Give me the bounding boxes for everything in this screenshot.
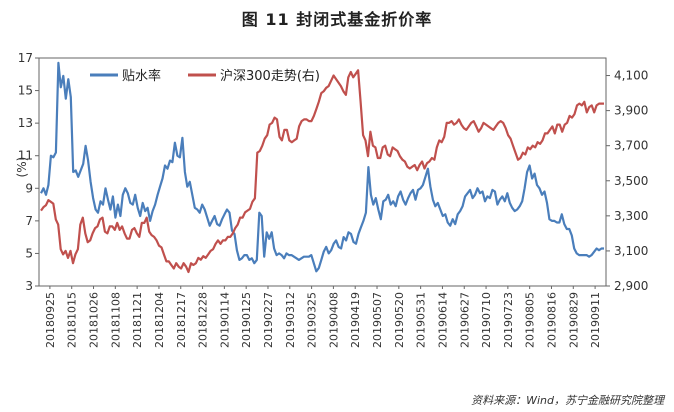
- y-axis-unit: (%): [15, 157, 29, 178]
- x-tick-label: 20190627: [458, 292, 471, 348]
- right-tick-label: 3,500: [614, 174, 648, 188]
- discount-rate-line: [40, 61, 604, 273]
- x-tick-label: 20190419: [349, 292, 362, 348]
- x-tick-label: 20190911: [589, 292, 602, 348]
- left-tick-label: 13: [18, 116, 33, 130]
- right-tick-label: 2,900: [614, 279, 648, 293]
- csi300-line: [40, 69, 604, 274]
- x-tick-label: 20190531: [415, 292, 428, 348]
- x-tick-label: 20181026: [88, 292, 101, 348]
- x-tick-label: 20190829: [567, 292, 580, 348]
- left-tick-label: 15: [18, 84, 33, 98]
- x-tick-label: 20190125: [240, 292, 253, 348]
- x-tick-label: 20190710: [480, 292, 493, 348]
- x-tick-label: 20190614: [436, 292, 449, 348]
- left-tick-label: 11: [18, 149, 33, 163]
- legend: 贴水率 沪深300走势(右): [90, 68, 320, 84]
- left-tick-label: 9: [25, 181, 33, 195]
- legend-label: 沪深300走势(右): [220, 68, 320, 84]
- plot-frame: [38, 57, 607, 287]
- right-tick-label: 3,100: [614, 244, 648, 258]
- left-tick-label: 3: [25, 279, 33, 293]
- x-tick-label: 20181228: [197, 292, 210, 348]
- x-tick-label: 20190520: [393, 292, 406, 348]
- left-tick-label: 17: [18, 51, 33, 65]
- x-tick-label: 20180925: [44, 292, 57, 348]
- x-tick-label: 20190227: [262, 292, 275, 348]
- right-tick-label: 3,700: [614, 139, 648, 153]
- x-tick-label: 20181015: [66, 292, 79, 348]
- series-lines: [40, 61, 604, 274]
- source-note: 资料来源：Wind，苏宁金融研究院整理: [471, 394, 664, 407]
- right-tick-label: 3,900: [614, 104, 648, 118]
- x-tick-label: 20190507: [371, 292, 384, 348]
- x-tick-label: 20181204: [153, 292, 166, 348]
- x-tick-label: 20190312: [284, 292, 297, 348]
- x-tick-label: 20181108: [109, 292, 122, 348]
- axes: 3 5 7 9 11 13 15 17 2,900 3,100 3,300 3,500 3,700 3,9…: [15, 51, 648, 348]
- x-tick-label: 20190805: [524, 292, 537, 348]
- left-tick-label: 5: [25, 246, 33, 260]
- chart-title: 图 11 封闭式基金折价率: [241, 10, 433, 29]
- x-tick-label: 20181217: [175, 292, 188, 348]
- x-tick-label: 20181121: [131, 292, 144, 348]
- x-tick-label: 20190325: [306, 292, 319, 348]
- right-tick-label: 4,100: [614, 69, 648, 83]
- left-tick-label: 7: [25, 214, 33, 228]
- x-tick-label: 20190723: [502, 292, 515, 348]
- right-tick-label: 3,300: [614, 209, 648, 223]
- x-tick-label: 20190816: [545, 292, 558, 348]
- x-tick-label: 20190114: [218, 292, 231, 348]
- legend-label: 贴水率: [122, 68, 161, 84]
- x-tick-label: 20190408: [327, 292, 340, 348]
